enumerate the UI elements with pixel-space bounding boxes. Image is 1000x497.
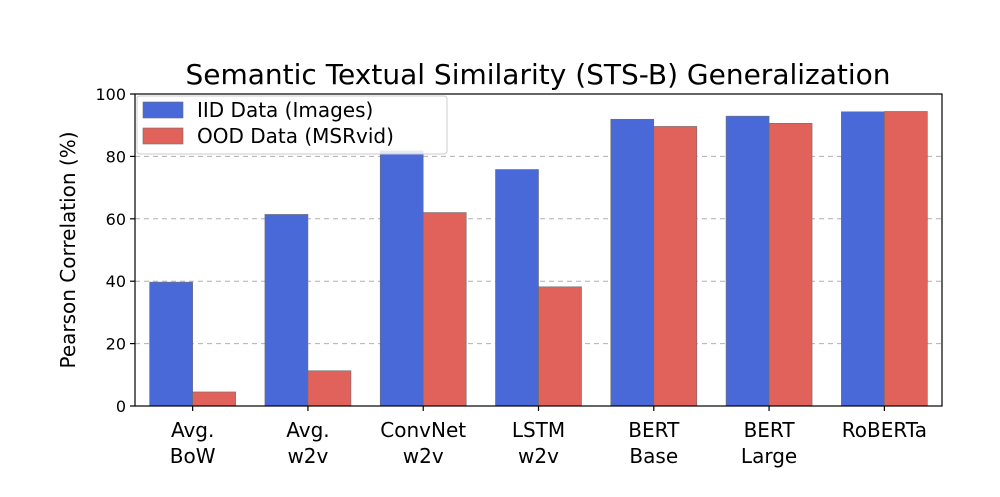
bar-ood bbox=[192, 391, 236, 407]
bar-ood bbox=[422, 212, 467, 407]
x-tick-label: w2v bbox=[287, 444, 328, 468]
legend-swatch bbox=[142, 127, 184, 145]
x-tick-label: BERT bbox=[628, 418, 680, 442]
legend-label: OOD Data (MSRvid) bbox=[197, 124, 394, 148]
x-tick-label: w2v bbox=[403, 444, 444, 468]
bar-iid bbox=[495, 169, 539, 407]
x-axis-ticks: Avg.BoWAvg.w2vConvNetw2vLSTMw2vBERTBaseB… bbox=[170, 406, 927, 468]
bar-ood bbox=[768, 123, 813, 407]
y-axis-ticks: 0 20 40 60 80 100 bbox=[95, 85, 135, 416]
x-tick-label: BoW bbox=[170, 444, 216, 468]
bars bbox=[149, 111, 928, 407]
bar-iid bbox=[149, 281, 193, 407]
bar-ood bbox=[538, 286, 582, 407]
bar-iid bbox=[379, 150, 424, 407]
x-tick-label: Large bbox=[741, 444, 797, 468]
y-tick-label: 60 bbox=[106, 210, 126, 229]
bar-ood bbox=[653, 126, 698, 407]
bar-iid bbox=[264, 214, 309, 407]
y-tick-label: 0 bbox=[116, 397, 126, 416]
legend-label: IID Data (Images) bbox=[197, 98, 373, 122]
bar-ood bbox=[307, 370, 352, 407]
chart-title: Semantic Textual Similarity (STS-B) Gene… bbox=[185, 58, 890, 91]
x-tick-label: RoBERTa bbox=[842, 418, 927, 442]
y-tick-label: 100 bbox=[95, 85, 126, 104]
bar-ood bbox=[884, 111, 928, 407]
legend: IID Data (Images)OOD Data (MSRvid) bbox=[136, 95, 448, 155]
x-tick-label: w2v bbox=[518, 444, 559, 468]
legend-box bbox=[136, 95, 448, 155]
y-tick-label: 40 bbox=[106, 272, 126, 291]
legend-swatch bbox=[142, 101, 184, 119]
x-tick-label: Avg. bbox=[286, 418, 329, 442]
bar-iid bbox=[610, 118, 655, 407]
x-tick-label: Base bbox=[629, 444, 678, 468]
bar-iid bbox=[725, 115, 770, 407]
y-axis-label: Pearson Correlation (%) bbox=[56, 131, 80, 368]
y-tick-label: 80 bbox=[106, 147, 126, 166]
bar-iid bbox=[841, 111, 885, 407]
x-tick-label: ConvNet bbox=[380, 418, 466, 442]
y-tick-label: 20 bbox=[106, 335, 126, 354]
x-tick-label: BERT bbox=[744, 418, 796, 442]
x-tick-label: LSTM bbox=[512, 418, 565, 442]
x-tick-label: Avg. bbox=[171, 418, 214, 442]
